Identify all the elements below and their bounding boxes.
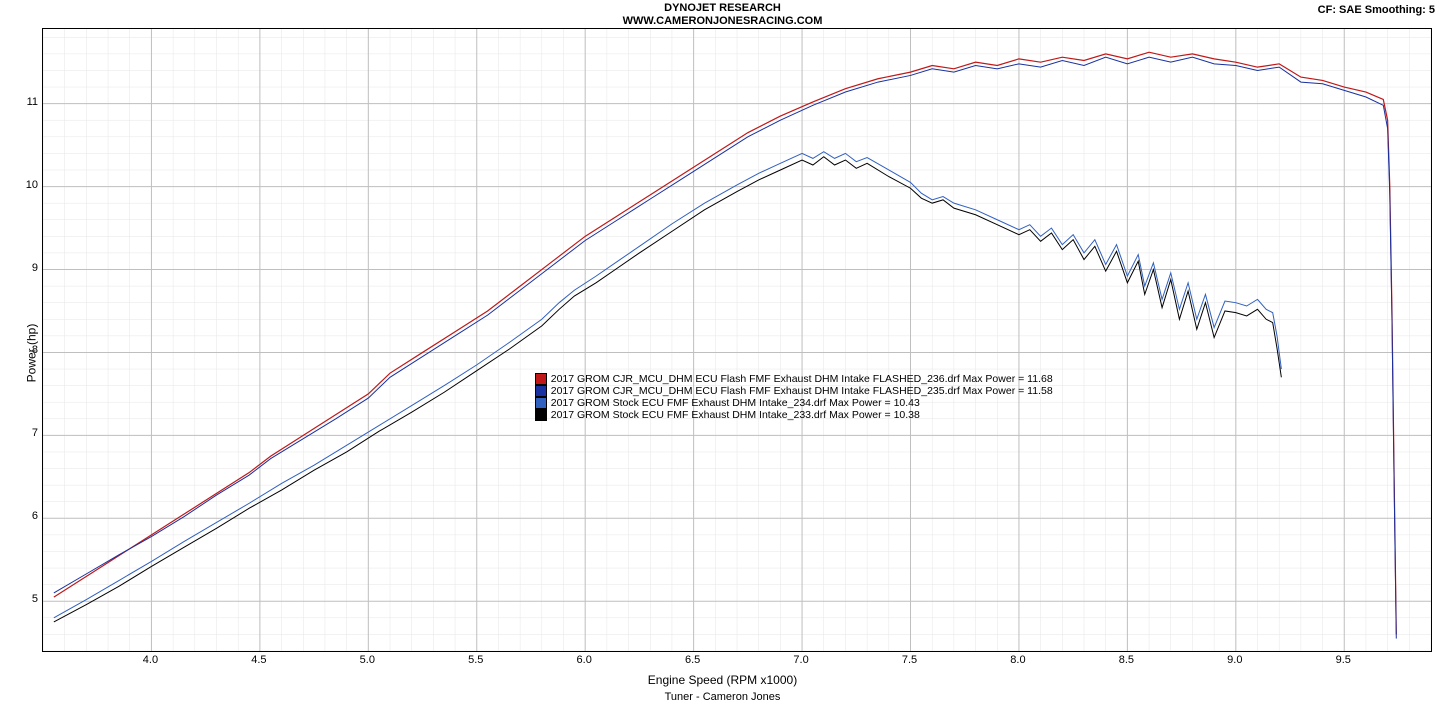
chart-title-2: WWW.CAMERONJONESRACING.COM [0, 15, 1445, 27]
legend-label: 2017 GROM Stock ECU FMF Exhaust DHM Inta… [551, 409, 920, 421]
legend-label: 2017 GROM CJR_MCU_DHM ECU Flash FMF Exha… [551, 385, 1053, 397]
chart-correction-factor: CF: SAE Smoothing: 5 [1318, 4, 1435, 16]
chart-title-1: DYNOJET RESEARCH [0, 2, 1445, 14]
legend-swatch [535, 409, 547, 421]
x-tick-label: 6.0 [564, 654, 604, 666]
y-tick-label: 8 [8, 344, 38, 356]
y-tick-label: 7 [8, 427, 38, 439]
x-tick-label: 5.0 [347, 654, 387, 666]
x-axis-label: Engine Speed (RPM x1000) [0, 673, 1445, 687]
legend-swatch [535, 385, 547, 397]
x-tick-label: 9.5 [1323, 654, 1363, 666]
legend-swatch [535, 397, 547, 409]
x-tick-label: 5.5 [456, 654, 496, 666]
legend-item: 2017 GROM Stock ECU FMF Exhaust DHM Inta… [535, 409, 1053, 421]
x-tick-label: 4.5 [239, 654, 279, 666]
x-tick-label: 8.0 [998, 654, 1038, 666]
x-tick-label: 4.0 [130, 654, 170, 666]
y-tick-label: 9 [8, 262, 38, 274]
legend-swatch [535, 373, 547, 385]
x-tick-label: 7.5 [890, 654, 930, 666]
chart-footer: Tuner - Cameron Jones [0, 691, 1445, 703]
legend-label: 2017 GROM Stock ECU FMF Exhaust DHM Inta… [551, 397, 920, 409]
y-tick-label: 5 [8, 593, 38, 605]
legend-item: 2017 GROM Stock ECU FMF Exhaust DHM Inta… [535, 397, 1053, 409]
chart-plot-area [42, 28, 1432, 652]
x-tick-label: 8.5 [1106, 654, 1146, 666]
legend-label: 2017 GROM CJR_MCU_DHM ECU Flash FMF Exha… [551, 373, 1053, 385]
x-tick-label: 7.0 [781, 654, 821, 666]
y-tick-label: 6 [8, 510, 38, 522]
chart-legend: 2017 GROM CJR_MCU_DHM ECU Flash FMF Exha… [535, 373, 1053, 421]
y-tick-label: 10 [8, 179, 38, 191]
legend-item: 2017 GROM CJR_MCU_DHM ECU Flash FMF Exha… [535, 385, 1053, 397]
legend-item: 2017 GROM CJR_MCU_DHM ECU Flash FMF Exha… [535, 373, 1053, 385]
page-root: DYNOJET RESEARCH WWW.CAMERONJONESRACING.… [0, 0, 1445, 705]
y-tick-label: 11 [8, 96, 38, 108]
x-tick-label: 6.5 [673, 654, 713, 666]
x-tick-label: 9.0 [1215, 654, 1255, 666]
series-flashed_236 [54, 52, 1396, 634]
